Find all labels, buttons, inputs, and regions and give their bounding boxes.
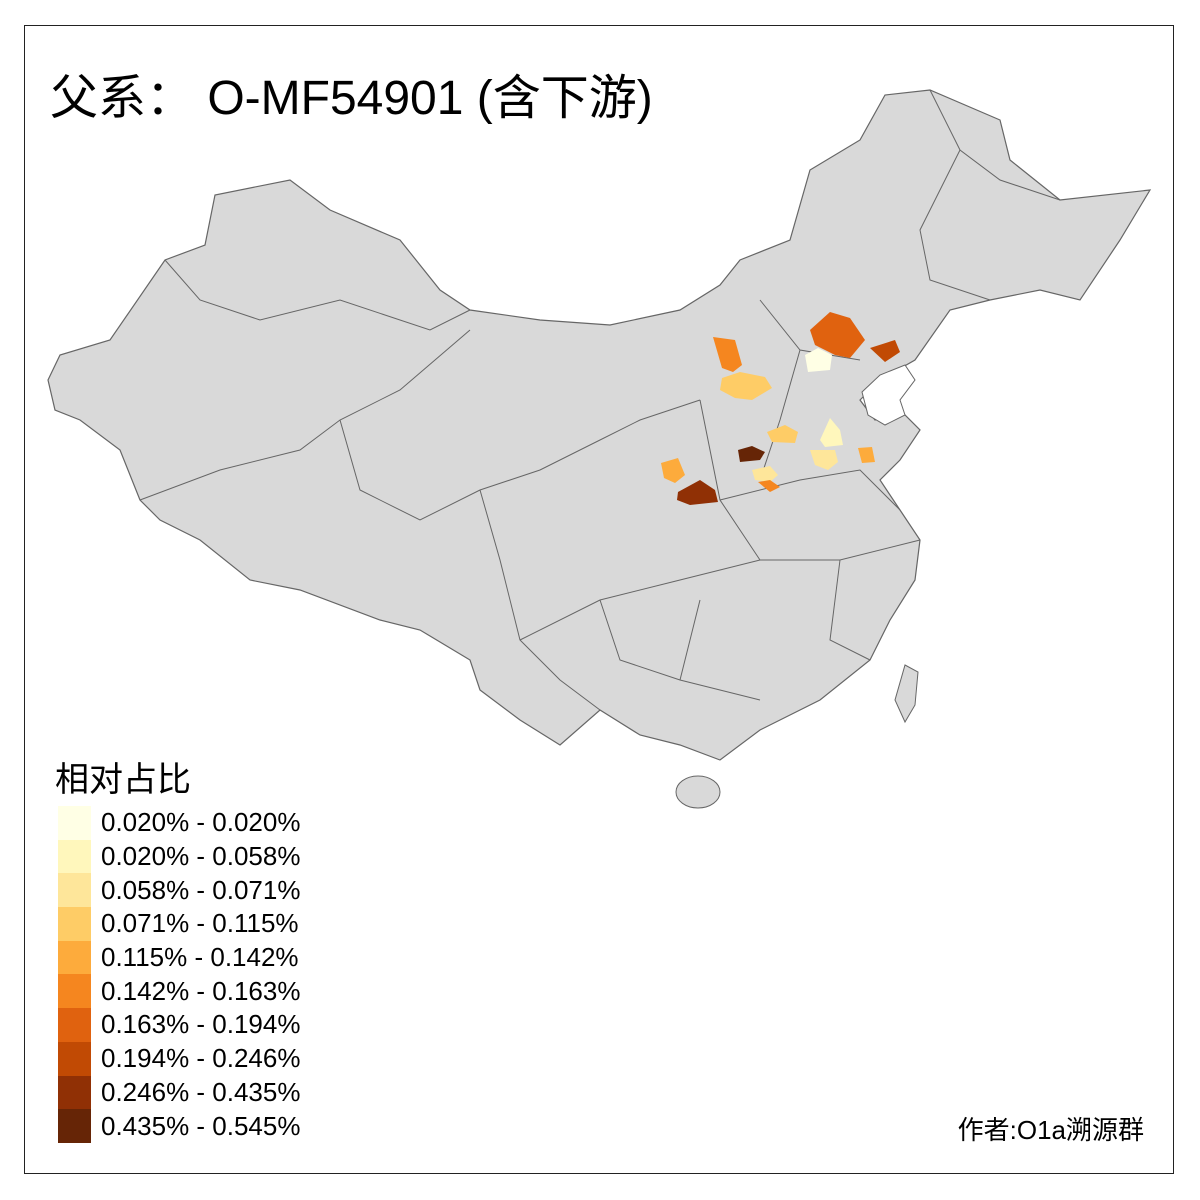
legend-label: 0.115% - 0.142% (101, 942, 299, 973)
legend-label: 0.020% - 0.020% (101, 807, 301, 838)
legend-swatch (58, 940, 91, 975)
legend-swatch (58, 873, 91, 908)
region-shape (713, 337, 742, 372)
author-credit: 作者:O1a溯源群 (957, 1115, 1144, 1145)
legend-item: 0.246% - 0.435% (58, 1075, 301, 1110)
region-shape (720, 372, 772, 400)
region-shape (870, 340, 900, 362)
region-shape (810, 312, 865, 358)
legend-swatch (58, 1075, 91, 1110)
province-borders (139, 89, 1061, 711)
legend-label: 0.142% - 0.163% (101, 975, 301, 1006)
region-shape (758, 480, 780, 492)
legend-item: 0.194% - 0.246% (58, 1041, 301, 1076)
legend-item: 0.020% - 0.058% (58, 839, 301, 874)
map-title: 父系： O-MF54901 (含下游) (50, 72, 653, 125)
region-shape (810, 450, 838, 470)
legend-swatch (58, 839, 91, 874)
taiwan (894, 664, 919, 724)
legend-label: 0.435% - 0.545% (101, 1110, 301, 1141)
legend-label: 0.163% - 0.194% (101, 1009, 301, 1040)
region-shape (820, 418, 843, 447)
region-shape (661, 458, 685, 483)
legend-label: 0.020% - 0.058% (101, 841, 301, 872)
legend-label: 0.058% - 0.071% (101, 874, 301, 905)
legend-swatch (58, 907, 91, 941)
region-shape (738, 446, 765, 462)
region-shape (752, 466, 778, 482)
legend-item: 0.163% - 0.194% (58, 1008, 300, 1042)
legend-item: 0.058% - 0.071% (58, 873, 301, 908)
plot-frame (24, 25, 1174, 1174)
china-outline (47, 89, 1152, 761)
region-shape (767, 425, 798, 443)
highlighted-regions (661, 312, 900, 505)
region-shape (805, 348, 832, 372)
legend-item: 0.142% - 0.163% (58, 974, 301, 1009)
legend-label: 0.194% - 0.246% (101, 1043, 301, 1074)
legend-swatch (58, 1041, 91, 1076)
legend-item: 0.435% - 0.545% (58, 1109, 300, 1143)
legend-swatch (58, 1008, 91, 1042)
legend-item: 0.020% - 0.020% (58, 806, 300, 840)
hainan (675, 775, 721, 809)
legend-swatch (58, 1109, 91, 1143)
legend-swatch (58, 974, 91, 1009)
region-shape (858, 447, 875, 463)
legend-swatch (58, 806, 91, 840)
legend-item: 0.071% - 0.115% (58, 907, 300, 941)
region-shape (677, 480, 718, 505)
legend: 0.020% - 0.020% 0.020% - 0.058% 0.058% - 0… (58, 806, 300, 1143)
legend-label: 0.246% - 0.435% (101, 1076, 301, 1107)
legend-label: 0.071% - 0.115% (101, 908, 299, 939)
legend-item: 0.115% - 0.142% (58, 940, 300, 975)
bohai-sea (861, 364, 916, 426)
legend-title: 相对占比 (55, 760, 191, 800)
